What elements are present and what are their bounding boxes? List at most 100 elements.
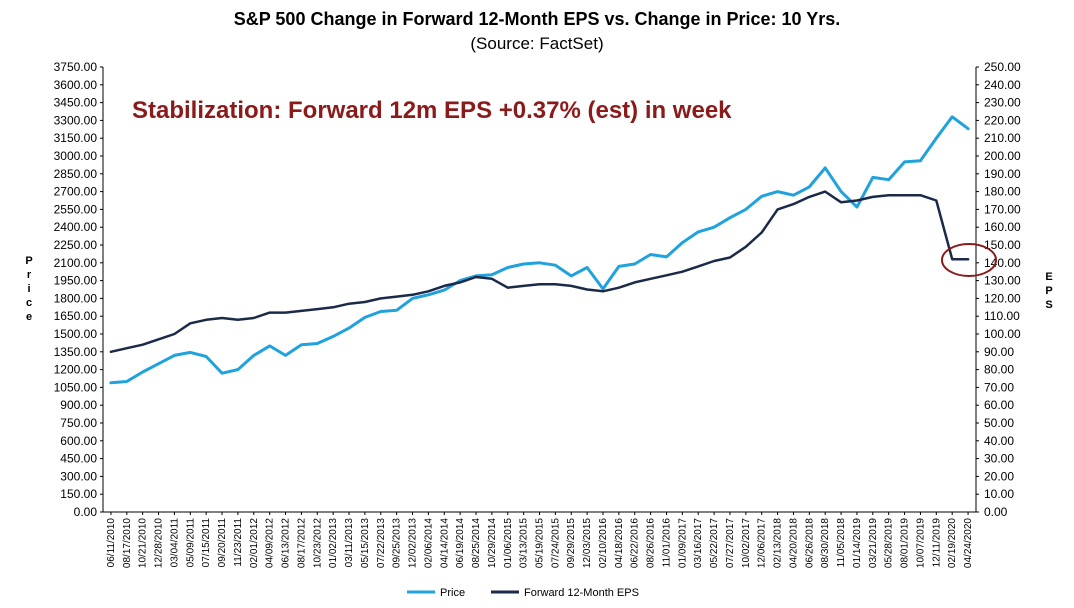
right-tick-label: 160.00 [984,220,1021,234]
x-tick-label: 06/13/2012 [281,518,292,568]
right-axis-title-letter: S [1045,299,1052,311]
left-tick-label: 2700.00 [54,185,98,199]
right-tick-label: 110.00 [984,309,1020,323]
x-tick-label: 10/21/2010 [138,518,149,568]
x-tick-label: 04/18/2016 [614,518,625,568]
x-tick-label: 05/28/2019 [884,518,895,568]
x-tick-label: 12/11/2019 [931,518,942,568]
right-axis-title: EPS [1045,271,1052,311]
x-tick-label: 07/27/2017 [725,518,736,568]
right-tick-label: 0.00 [984,505,1008,519]
x-axis: 06/11/2010 08/17/2010 10/21/2010 12/28/2010… [106,512,974,568]
x-tick-label: 08/01/2019 [900,518,911,568]
right-tick-label: 20.00 [984,469,1014,483]
left-tick-label: 2400.00 [54,220,98,234]
left-axis-title: Price [25,255,32,323]
left-tick-label: 1050.00 [54,380,98,394]
x-tick-label: 03/04/2011 [169,518,180,568]
x-tick-label: 06/22/2016 [630,518,641,568]
x-tick-label: 04/20/2018 [788,518,799,568]
left-tick-label: 750.00 [60,416,97,430]
x-tick-label: 06/26/2018 [804,518,815,568]
legend: Price Forward 12-Month EPS [407,587,639,599]
plot-area [102,67,977,513]
x-tick-label: 11/23/2011 [233,518,244,567]
left-tick-label: 2100.00 [54,256,98,270]
right-tick-label: 90.00 [984,345,1014,359]
x-tick-label: 03/11/2013 [344,518,355,568]
x-tick-label: 03/21/2019 [868,518,879,568]
left-axis-title-letter: c [26,297,32,309]
x-tick-label: 07/24/2015 [550,518,561,568]
right-axis-title-letter: P [1045,285,1052,297]
left-axis: 0.00 150.00 300.00 450.00 600.00 750.00 900.00… [54,60,103,519]
left-tick-label: 600.00 [60,434,97,448]
left-tick-label: 3300.00 [54,113,98,127]
right-tick-label: 230.00 [984,96,1021,110]
left-tick-label: 3000.00 [54,149,98,163]
x-tick-label: 11/05/2018 [836,518,847,568]
x-tick-label: 06/19/2014 [455,518,466,568]
right-tick-label: 80.00 [984,363,1014,377]
x-tick-label: 01/09/2017 [677,518,688,568]
legend-label: Price [440,587,465,599]
right-tick-label: 170.00 [984,202,1021,216]
left-axis-title-letter: r [27,269,32,281]
right-tick-label: 140.00 [984,256,1021,270]
x-tick-label: 08/26/2016 [646,518,657,568]
right-axis-title-letter: E [1045,271,1052,283]
chart-title: S&P 500 Change in Forward 12-Month EPS v… [234,9,841,29]
x-tick-label: 02/01/2012 [249,518,260,568]
x-tick-label: 05/19/2015 [535,518,546,568]
left-tick-label: 3750.00 [54,60,98,74]
x-tick-label: 01/02/2013 [328,518,339,568]
left-axis-title-letter: i [27,283,30,295]
x-tick-label: 10/07/2019 [915,518,926,568]
right-tick-label: 240.00 [984,78,1021,92]
left-tick-label: 1350.00 [54,345,98,359]
x-tick-label: 10/02/2017 [741,518,752,568]
x-tick-label: 04/24/2020 [963,518,974,568]
left-tick-label: 300.00 [60,469,97,483]
right-tick-label: 130.00 [984,274,1021,288]
x-tick-label: 03/16/2017 [693,518,704,568]
left-tick-label: 3150.00 [54,131,98,145]
x-tick-label: 02/06/2014 [423,518,434,568]
x-tick-label: 12/02/2013 [408,518,419,568]
x-tick-label: 12/06/2017 [757,518,768,568]
x-tick-label: 04/14/2014 [439,518,450,568]
right-tick-label: 180.00 [984,185,1021,199]
x-tick-label: 11/01/2016 [661,518,672,568]
x-tick-label: 02/13/2018 [773,518,784,568]
left-tick-label: 150.00 [60,487,97,501]
x-tick-label: 02/10/2016 [598,518,609,568]
right-tick-label: 40.00 [984,434,1014,448]
x-tick-label: 12/03/2015 [582,518,593,568]
left-tick-label: 1650.00 [54,309,98,323]
x-tick-label: 08/25/2014 [471,518,482,568]
right-tick-label: 190.00 [984,167,1021,181]
x-tick-label: 05/22/2017 [709,518,720,568]
x-tick-label: 08/30/2018 [820,518,831,568]
right-axis: 0.00 10.00 20.00 30.00 40.00 50.00 60.00 70.00 8… [976,60,1021,519]
series-layer [109,115,970,385]
x-tick-label: 05/15/2013 [360,518,371,568]
left-tick-label: 2250.00 [54,238,98,252]
right-tick-label: 30.00 [984,452,1014,466]
left-tick-label: 0.00 [74,505,98,519]
x-tick-label: 01/06/2015 [503,518,514,568]
annotation-text: Stabilization: Forward 12m EPS +0.37% (e… [132,97,732,124]
right-tick-label: 50.00 [984,416,1014,430]
x-tick-label: 07/15/2011 [201,518,212,568]
x-tick-label: 10/29/2014 [487,518,498,568]
x-tick-label: 05/09/2011 [185,518,196,568]
right-tick-label: 220.00 [984,113,1021,127]
x-tick-label: 07/22/2013 [376,518,387,568]
right-tick-label: 250.00 [984,60,1021,74]
right-tick-label: 100.00 [984,327,1021,341]
left-tick-label: 450.00 [60,452,97,466]
right-tick-label: 150.00 [984,238,1021,252]
x-tick-label: 02/19/2020 [947,518,958,568]
right-tick-label: 60.00 [984,398,1014,412]
